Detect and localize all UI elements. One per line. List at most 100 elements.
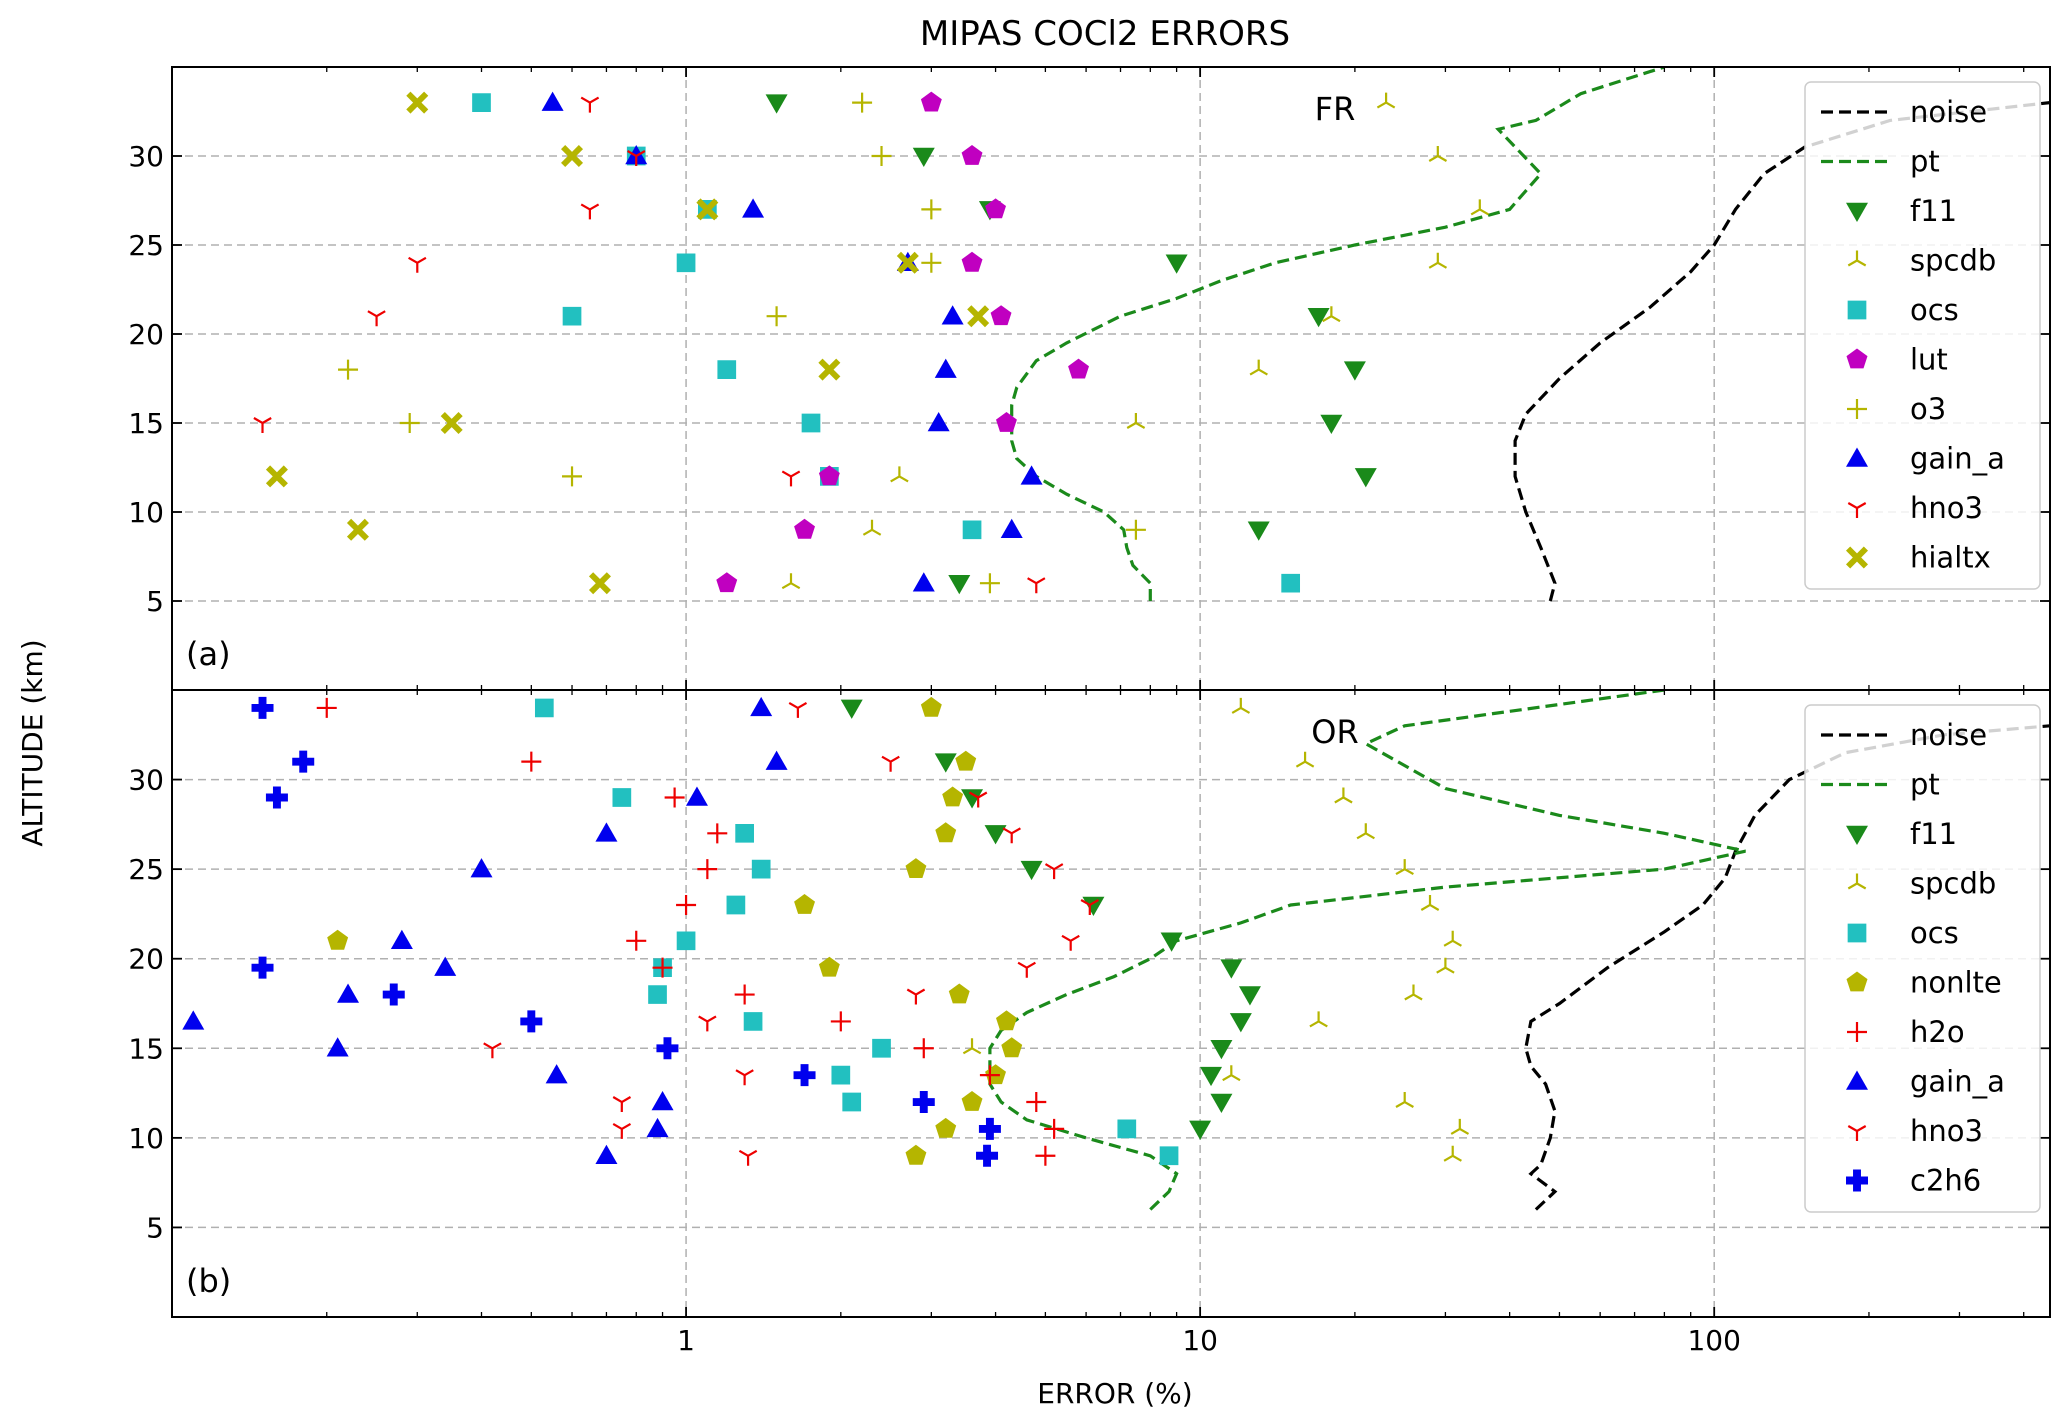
point-hno3: [698, 1015, 717, 1032]
point-f11: [1238, 986, 1261, 1006]
data-layer: [182, 690, 2050, 1211]
point-lut: [794, 518, 815, 539]
point-ocs: [534, 698, 554, 718]
y-tick-label: 20: [128, 943, 164, 976]
y-tick-label: 30: [128, 140, 164, 173]
point-c2h6: [976, 1144, 999, 1167]
point-f11: [961, 789, 984, 809]
point-hno3: [906, 988, 926, 1005]
point-hno3: [367, 310, 386, 327]
legend-marker-o3: [1847, 399, 1867, 419]
point-c2h6: [265, 786, 288, 809]
legend-label: noise: [1910, 95, 1987, 129]
point-hno3: [1027, 577, 1046, 594]
point-gain_a: [646, 1117, 669, 1138]
point-spcdb: [1295, 751, 1315, 768]
point-o3: [1125, 519, 1146, 540]
point-ocs: [735, 823, 754, 843]
y-axis-label: ALTITUDE (km): [16, 639, 49, 846]
point-c2h6: [656, 1037, 679, 1060]
point-gain_a: [1000, 518, 1023, 539]
point-c2h6: [912, 1091, 935, 1114]
legend-marker-nonlte: [1846, 971, 1868, 992]
point-gain_a: [545, 1064, 568, 1084]
legend-marker-gain_a: [1846, 1070, 1868, 1090]
legend-marker-c2h6: [1846, 1169, 1869, 1192]
legend-marker-ocs: [1847, 923, 1867, 943]
legend-label: nonlte: [1910, 966, 2002, 1000]
point-ocs: [472, 93, 491, 112]
point-f11: [1165, 254, 1188, 274]
panel-a: 5 10 15 20 25 30 (a) FR noise pt f11 spcdb ocs lut o3 g…: [128, 66, 2051, 691]
point-f11: [1354, 468, 1377, 488]
point-o3: [338, 359, 359, 380]
point-gain_a: [182, 1010, 205, 1030]
y-tick-label: 15: [128, 1032, 164, 1065]
point-f11: [1020, 860, 1043, 881]
point-f11: [765, 94, 788, 114]
point-f11: [948, 574, 971, 595]
point-lut: [985, 198, 1006, 219]
point-ocs: [1159, 1146, 1179, 1166]
point-c2h6: [978, 1117, 1001, 1140]
point-o3: [921, 199, 942, 220]
point-ocs: [612, 788, 632, 807]
point-gain_a: [912, 572, 935, 592]
point-o3: [921, 252, 942, 273]
point-nonlte: [905, 858, 927, 878]
point-c2h6: [292, 750, 315, 773]
point-hialtx: [588, 572, 611, 595]
point-hialtx: [561, 145, 584, 167]
point-o3: [871, 146, 892, 166]
legend-marker-spcdb: [1847, 873, 1867, 890]
point-nonlte: [905, 1144, 927, 1165]
point-c2h6: [251, 956, 274, 979]
point-ocs: [1117, 1119, 1137, 1139]
point-hialtx: [967, 305, 990, 328]
y-tick-label: 25: [128, 229, 164, 262]
point-c2h6: [520, 1010, 543, 1033]
y-tick-label: 10: [128, 1122, 164, 1155]
point-spcdb: [1436, 957, 1455, 974]
point-hialtx: [265, 465, 288, 488]
x-axis-label: ERROR (%): [1037, 1377, 1192, 1410]
point-spcdb: [1356, 823, 1375, 840]
point-gain_a: [927, 412, 950, 432]
point-nonlte: [794, 894, 815, 914]
point-hno3: [483, 1042, 502, 1059]
point-spcdb: [1428, 252, 1448, 269]
point-spcdb: [1443, 930, 1462, 947]
point-gain_a: [1020, 465, 1043, 485]
point-nonlte: [961, 1091, 983, 1111]
point-o3: [979, 573, 1000, 594]
point-spcdb: [1376, 92, 1396, 109]
series-line-pt: [988, 690, 1746, 1211]
point-ocs: [743, 1012, 763, 1031]
point-spcdb: [1322, 306, 1341, 323]
x-tick-label: 100: [1687, 1324, 1740, 1357]
point-spcdb: [1334, 787, 1353, 804]
legend-marker-lut: [1846, 348, 1868, 369]
point-gain_a: [326, 1037, 349, 1057]
point-o3: [852, 92, 873, 113]
series-line-pt: [1010, 67, 1665, 601]
x-tick-label: 1: [677, 1324, 695, 1357]
legend-label: gain_a: [1910, 442, 2005, 476]
point-gain_a: [541, 91, 564, 111]
point-f11: [1210, 1040, 1233, 1060]
point-hialtx: [696, 198, 719, 221]
point-spcdb: [1420, 894, 1440, 911]
point-nonlte: [948, 983, 970, 1004]
panel-annotation: FR: [1315, 90, 1356, 128]
panel-annotation: OR: [1311, 713, 1358, 751]
point-f11: [1200, 1066, 1223, 1087]
point-ocs: [648, 985, 667, 1004]
point-h2o: [913, 1038, 934, 1059]
legend-marker-f11: [1846, 202, 1868, 222]
point-h2o: [1044, 1118, 1065, 1139]
point-ocs: [1281, 573, 1301, 593]
y-tick-label: 5: [146, 585, 164, 618]
point-nonlte: [327, 929, 349, 950]
legend-label: hno3: [1910, 491, 1983, 525]
point-gain_a: [934, 358, 957, 378]
